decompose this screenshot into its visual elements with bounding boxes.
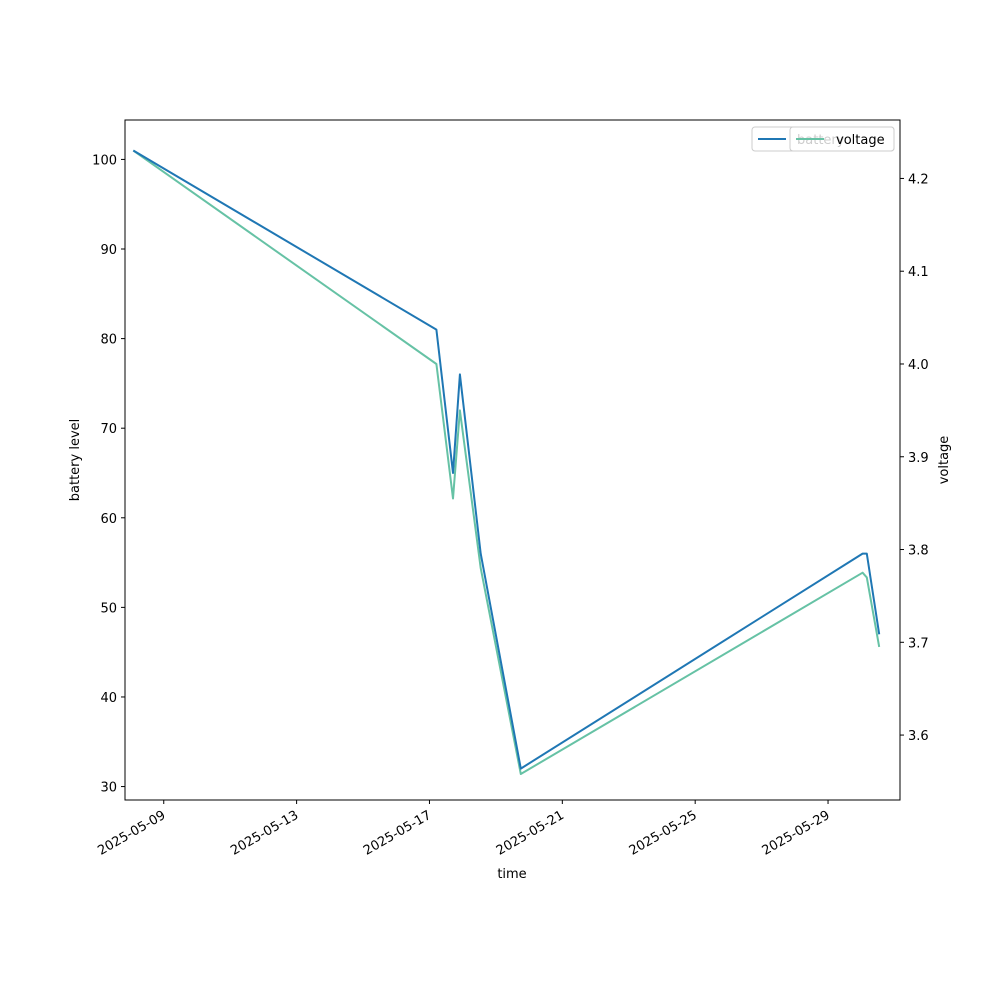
y-axis-title: battery level: [68, 419, 83, 502]
y-tick-label: 80: [100, 333, 117, 348]
y2-axis-title: voltage: [937, 436, 952, 485]
y-tick-label: 30: [100, 781, 117, 796]
y-axis-right: 3.6 3.7 3.8 3.9 4.0 4.1 4.2: [900, 172, 929, 744]
y2-tick-label: 3.7: [908, 636, 929, 651]
y2-tick-label: 4.1: [908, 265, 929, 280]
plot-area-frame: [124, 119, 901, 801]
legend-right-label: voltage: [836, 133, 885, 148]
y-tick-label: 100: [92, 153, 117, 168]
series-line-battery: [132, 149, 881, 770]
y-tick-label: 90: [100, 243, 117, 258]
y-tick-label: 60: [100, 512, 117, 527]
legend-right: voltage: [789, 126, 895, 152]
y2-tick-label: 4.2: [908, 172, 929, 187]
series-lines: [132, 149, 881, 775]
y-tick-label: 70: [100, 422, 117, 437]
y-tick-label: 40: [100, 691, 117, 706]
legend-right-box: [789, 126, 895, 152]
y2-tick-label: 4.0: [908, 358, 929, 373]
y-axis-left: 30 40 50 60 70 80 90 100: [92, 153, 125, 796]
y2-tick-label: 3.9: [908, 451, 929, 466]
x-axis-title: time: [497, 867, 526, 882]
y2-tick-label: 3.8: [908, 544, 929, 559]
y2-tick-label: 3.6: [908, 729, 929, 744]
series-line-voltage: [132, 149, 881, 775]
y-tick-label: 50: [100, 601, 117, 616]
